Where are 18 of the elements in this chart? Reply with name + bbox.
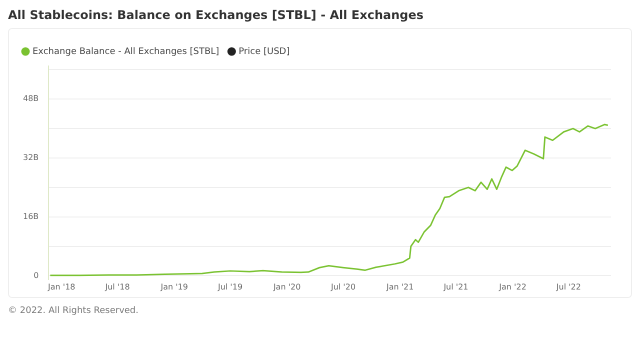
x-tick-label: Jan '18 xyxy=(47,282,76,292)
y-tick-label: 48B xyxy=(22,94,39,104)
y-tick-label: 16B xyxy=(22,212,39,221)
x-tick-label: Jul '18 xyxy=(104,282,130,292)
legend-label: Exchange Balance - All Exchanges [STBL] xyxy=(32,46,220,57)
text: © 2022. All Rights Reserved. xyxy=(8,306,140,316)
y-tick-label: 32B xyxy=(22,153,39,162)
x-tick-label: Jul '22 xyxy=(555,282,581,292)
x-tick-label: Jan '20 xyxy=(272,282,301,292)
legend-label: Price [USD] xyxy=(238,46,290,57)
x-tick-label: Jan '21 xyxy=(385,282,414,292)
x-tick-label: Jan '19 xyxy=(160,282,188,292)
chart-title: All Stablecoins: Balance on Exchanges [STBL] - All Exchanges xyxy=(8,8,425,22)
x-tick-label: Jul '20 xyxy=(330,282,356,292)
x-tick-label: Jul '19 xyxy=(216,282,243,292)
x-tick-label: Jul '21 xyxy=(442,282,468,292)
y-tick-label: 0 xyxy=(34,270,39,280)
x-tick-label: Jan '22 xyxy=(498,282,526,292)
